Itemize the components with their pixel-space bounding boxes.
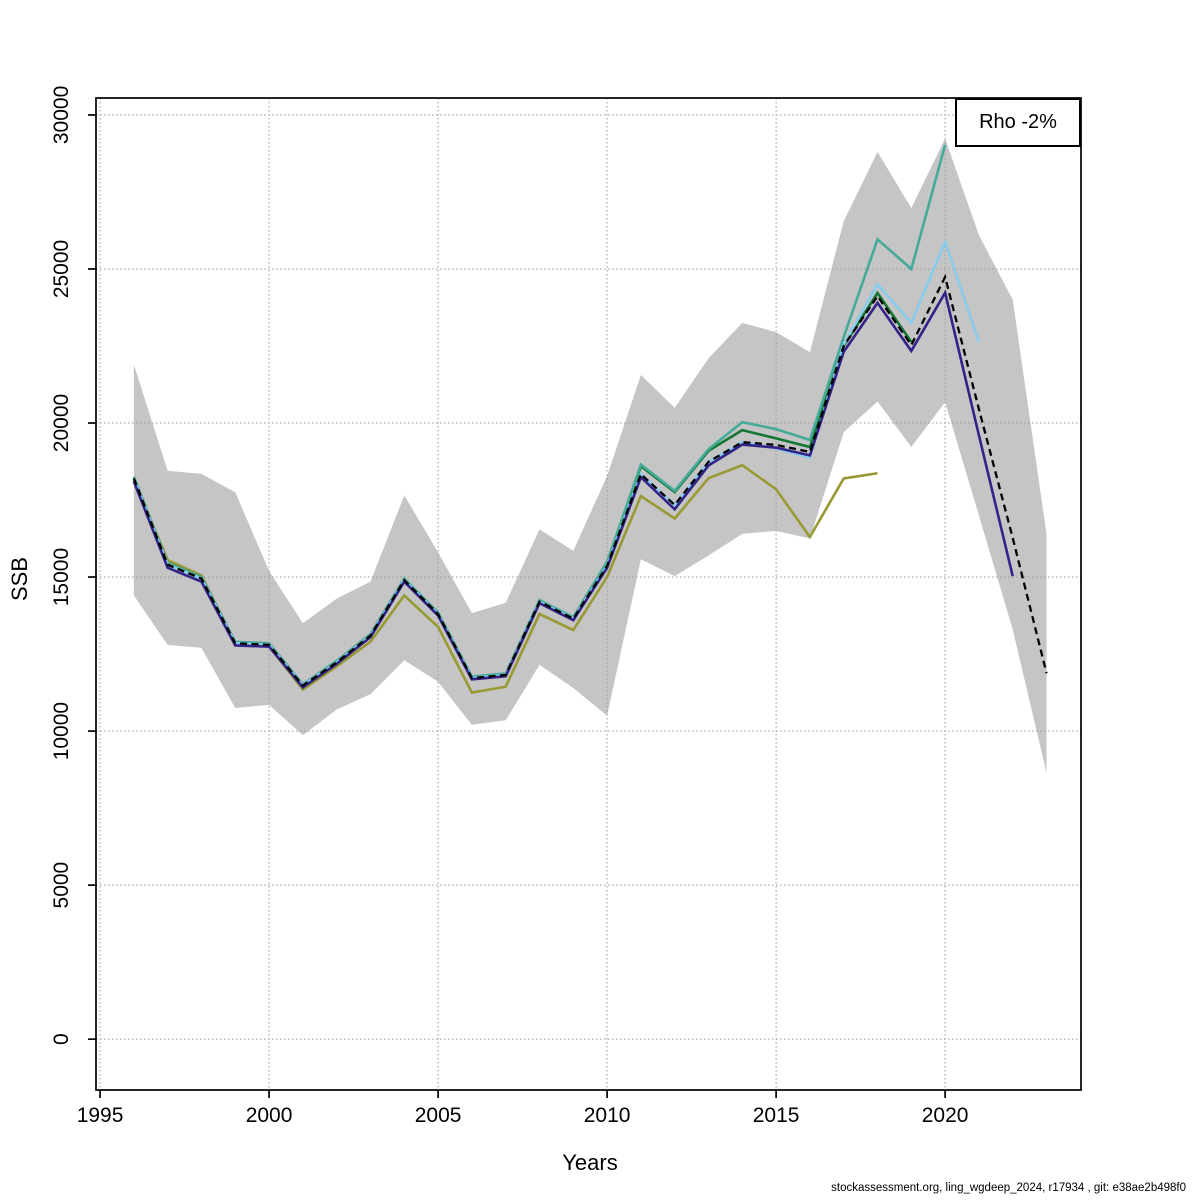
y-tick-label-5000: 5000 bbox=[50, 862, 73, 909]
legend-box: Rho -2% bbox=[955, 98, 1081, 147]
series-line-retro-peel-2020 bbox=[132, 144, 947, 687]
y-tick-label-10000: 10000 bbox=[50, 702, 73, 760]
series-line-base-run bbox=[132, 273, 1048, 688]
y-tick-label-15000: 15000 bbox=[50, 548, 73, 606]
footer-attribution: stockassessment.org, ling_wgdeep_2024, r… bbox=[831, 1182, 1186, 1194]
x-tick-label-2005: 2005 bbox=[415, 1104, 462, 1127]
confidence-ribbon bbox=[133, 138, 1047, 773]
y-tick-label-25000: 25000 bbox=[50, 240, 73, 298]
x-tick-label-2000: 2000 bbox=[246, 1104, 293, 1127]
y-axis-title: SSB bbox=[7, 556, 32, 602]
legend-rho-label: Rho -2% bbox=[979, 111, 1057, 133]
series-line-retro-peel-2022 bbox=[132, 289, 1014, 690]
plot-border bbox=[95, 97, 1082, 1091]
y-tick-label-20000: 20000 bbox=[50, 394, 73, 452]
y-tick-label-30000: 30000 bbox=[50, 86, 73, 144]
x-tick-label-1995: 1995 bbox=[77, 1104, 124, 1127]
x-axis-title: Years bbox=[562, 1150, 618, 1175]
y-tick-label-0: 0 bbox=[50, 1033, 73, 1045]
x-tick-label-2010: 2010 bbox=[584, 1104, 631, 1127]
x-tick-label-2020: 2020 bbox=[922, 1104, 969, 1127]
chart-layer: 1995 2000 2005 2010 2015 2020 0 5000 10000 15000 2… bbox=[50, 86, 1082, 1127]
x-tick-label-2015: 2015 bbox=[753, 1104, 800, 1127]
